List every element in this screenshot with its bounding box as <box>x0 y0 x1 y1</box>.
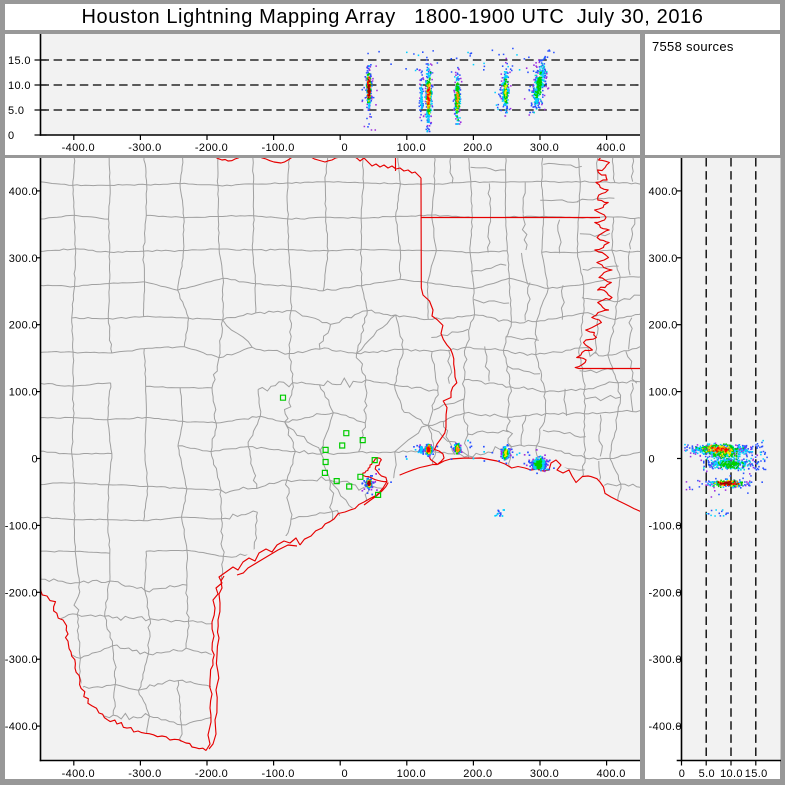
svg-text:100.0: 100.0 <box>397 768 426 779</box>
svg-text:-100.0: -100.0 <box>261 142 294 154</box>
svg-text:-200.0: -200.0 <box>195 768 228 779</box>
svg-text:200.0: 200.0 <box>649 320 678 332</box>
svg-text:300.0: 300.0 <box>9 253 38 265</box>
svg-text:0: 0 <box>8 130 14 142</box>
svg-text:-200.0: -200.0 <box>195 142 228 154</box>
svg-text:200.0: 200.0 <box>9 320 38 332</box>
svg-text:-300.0: -300.0 <box>128 768 161 779</box>
svg-text:400.0: 400.0 <box>596 142 625 154</box>
svg-text:0: 0 <box>679 768 685 779</box>
svg-text:100.0: 100.0 <box>397 142 426 154</box>
svg-text:15.0: 15.0 <box>745 768 768 779</box>
svg-text:-300.0: -300.0 <box>649 654 682 666</box>
svg-text:0: 0 <box>341 142 347 154</box>
svg-text:15.0: 15.0 <box>8 55 31 67</box>
svg-text:-100.0: -100.0 <box>261 768 294 779</box>
svg-text:5.0: 5.0 <box>699 768 715 779</box>
svg-text:300.0: 300.0 <box>530 142 559 154</box>
svg-text:0: 0 <box>649 454 655 466</box>
svg-text:400.0: 400.0 <box>9 186 38 198</box>
svg-text:-300.0: -300.0 <box>5 654 38 666</box>
svg-text:10.0: 10.0 <box>720 768 743 779</box>
svg-text:100.0: 100.0 <box>649 387 678 399</box>
svg-text:-400.0: -400.0 <box>62 142 95 154</box>
svg-text:100.0: 100.0 <box>9 387 38 399</box>
svg-text:-200.0: -200.0 <box>649 587 682 599</box>
svg-text:10.0: 10.0 <box>8 80 31 92</box>
svg-text:-100.0: -100.0 <box>649 520 682 532</box>
svg-text:-400.0: -400.0 <box>62 768 95 779</box>
svg-text:400.0: 400.0 <box>596 768 625 779</box>
svg-text:0: 0 <box>341 768 347 779</box>
svg-text:-300.0: -300.0 <box>128 142 161 154</box>
svg-text:300.0: 300.0 <box>649 253 678 265</box>
svg-text:0: 0 <box>32 454 38 466</box>
svg-text:-400.0: -400.0 <box>649 721 682 733</box>
svg-text:-200.0: -200.0 <box>5 587 38 599</box>
svg-text:200.0: 200.0 <box>463 142 492 154</box>
svg-text:5.0: 5.0 <box>8 105 24 117</box>
svg-text:-400.0: -400.0 <box>5 721 38 733</box>
svg-text:300.0: 300.0 <box>530 768 559 779</box>
svg-text:200.0: 200.0 <box>463 768 492 779</box>
svg-text:400.0: 400.0 <box>649 186 678 198</box>
svg-text:-100.0: -100.0 <box>5 520 38 532</box>
